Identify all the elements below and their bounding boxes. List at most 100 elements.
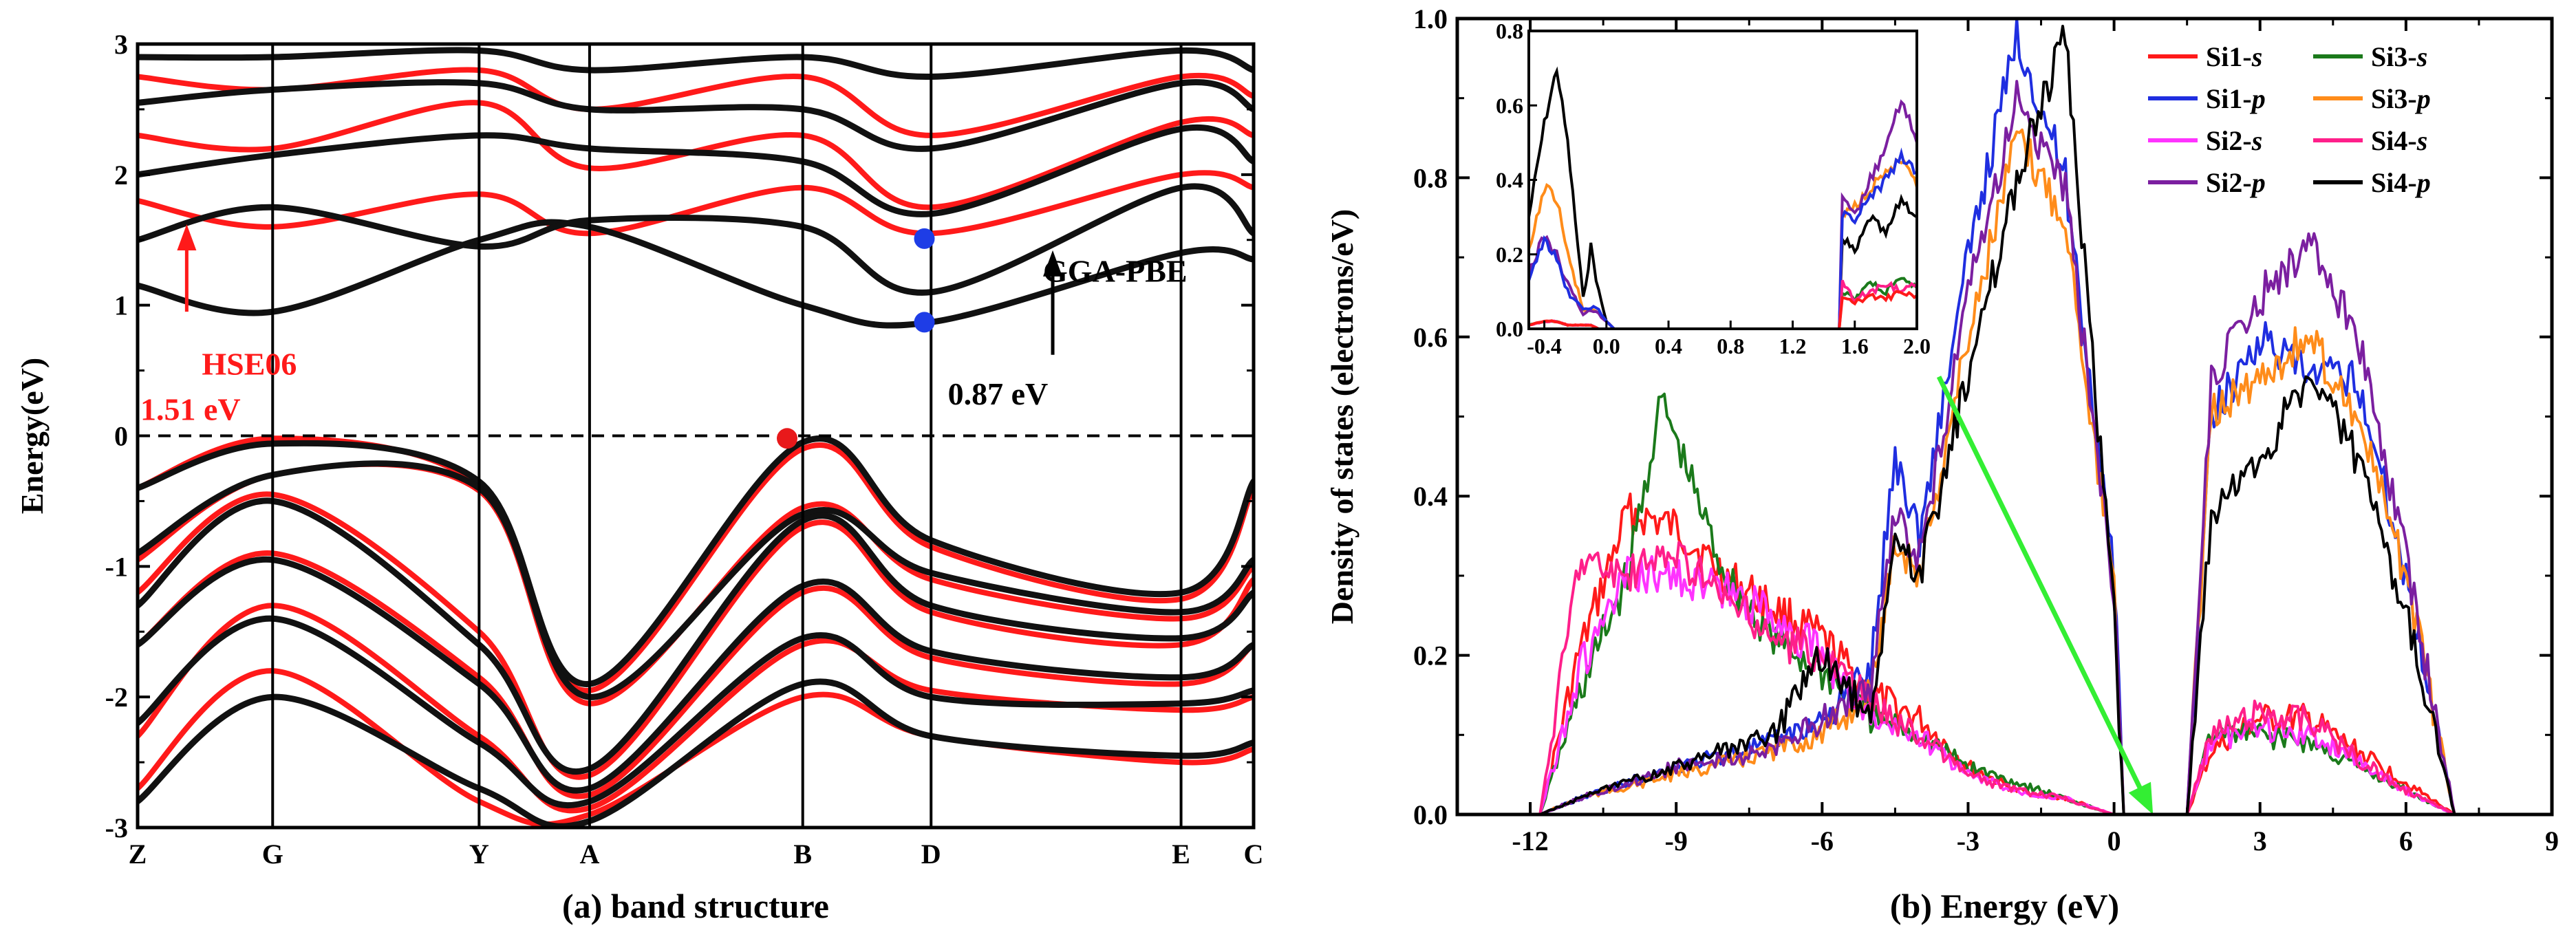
hse06-band-line: [138, 67, 1254, 138]
k-point-label: Z: [129, 839, 147, 870]
legend-label-orbital: s: [2416, 125, 2428, 156]
dos-y-tick-label: 0.8: [1413, 162, 1448, 193]
legend-label: Si2-s: [2206, 125, 2262, 156]
dos-x-tick-label: -3: [1957, 825, 1979, 856]
band-y-ticks: 3 2 1 0 -1 -2 -3: [105, 29, 1254, 843]
legend-label-base: Si4-: [2371, 167, 2417, 198]
si4-p-dos-line: [1539, 25, 2456, 814]
dos-y-tick-label: 0.6: [1413, 322, 1448, 353]
dos-inset: 0.00.20.40.60.8-0.4 0.0 0.4 0.8 1.2 1.6 2.0: [1496, 19, 1931, 358]
k-point-label: B: [793, 839, 812, 870]
legend-label: Si1-s: [2206, 41, 2262, 72]
gga-pbe-band-line: [138, 678, 1254, 828]
legend-label: Si4-s: [2371, 125, 2427, 156]
dos-y-tick-label: 0.0: [1413, 799, 1448, 830]
inset-si1-s-line: [1529, 290, 1917, 329]
inset-x-tick-label: 2.0: [1903, 334, 1931, 358]
dos-x-tick-label: -12: [1512, 825, 1548, 856]
inset-x-tick-label: 0.8: [1717, 334, 1744, 358]
inset-series: [1529, 66, 1917, 329]
dos-panel: 0.00.20.40.60.81.0 -12 -9 -6 -3 0 3 6 9 0.00.20…: [1324, 3, 2559, 925]
hse06-label: HSE06: [202, 346, 297, 381]
k-point-label: A: [579, 839, 599, 870]
inset-y-tick-label: 0.8: [1496, 19, 1523, 43]
band-y-tick-label: 3: [114, 29, 128, 60]
dos-x-tick-label: 6: [2399, 825, 2413, 856]
inset-x-tick-label: -0.4: [1527, 334, 1562, 358]
inset-pointer-arrowhead: [2128, 781, 2154, 814]
dos-y-tick-label: 0.2: [1413, 640, 1448, 671]
dos-series: [1538, 19, 2456, 814]
inset-background: [1529, 31, 1917, 329]
dos-x-tick-label: 0: [2107, 825, 2121, 856]
band-y-tick-label: 2: [114, 160, 128, 191]
legend-label-base: Si4-: [2371, 125, 2417, 156]
k-point-label: Y: [469, 839, 489, 870]
inset-y-tick-label: 0.0: [1496, 316, 1523, 341]
hse06-band-line: [138, 170, 1254, 237]
gga-gap-label: 0.87 eV: [948, 376, 1049, 411]
band-y-tick-label: -3: [105, 812, 128, 843]
legend-label-base: Si2-: [2206, 125, 2252, 156]
gga-label: GGA-PBE: [1043, 253, 1188, 288]
dos-x-ticks: -12 -9 -6 -3 0 3 6 9: [1512, 19, 2559, 856]
k-point-label: D: [921, 839, 941, 870]
legend-label: Si3-p: [2371, 83, 2431, 114]
legend-label-orbital: p: [2250, 167, 2266, 198]
gga-pbe-band-line: [138, 183, 1254, 296]
gga-pbe-band-line: [138, 435, 1254, 687]
legend-label-base: Si2-: [2206, 167, 2252, 198]
band-lines: [138, 47, 1254, 828]
dos-y-tick-label: 0.4: [1413, 481, 1448, 512]
band-edge-marker: [914, 312, 935, 333]
inset-si2-p-line: [1529, 99, 1917, 329]
band-y-tick-label: -2: [105, 682, 128, 713]
inset-x-tick-label: 1.2: [1779, 334, 1807, 358]
band-caption: (a) band structure: [562, 887, 829, 925]
band-y-tick-label: -1: [105, 551, 128, 582]
inset-y-tick-label: 0.6: [1496, 93, 1523, 118]
dos-y-ticks: 0.0 0.2 0.4 0.6 0.8 1.0: [1413, 3, 2552, 830]
legend-label: Si2-p: [2206, 167, 2266, 198]
dos-y-axis-title: Density of states (electrons/eV): [1324, 209, 1360, 624]
gga-pbe-band-line: [138, 556, 1254, 794]
dos-caption: (b) Energy (eV): [1890, 887, 2119, 925]
k-point-label: C: [1244, 839, 1264, 870]
legend-label-orbital: p: [2250, 83, 2266, 114]
band-y-axis-title: Energy(eV): [14, 358, 50, 514]
hse06-band-line: [138, 550, 1254, 799]
dos-x-tick-label: 3: [2253, 825, 2267, 856]
band-edge-marker: [914, 228, 935, 249]
gga-pbe-band-line: [138, 219, 1254, 329]
hse06-gap-label: 1.51 eV: [140, 392, 241, 427]
dos-y-tick-label: 1.0: [1413, 3, 1448, 34]
dos-x-tick-label: -9: [1665, 825, 1688, 856]
inset-y-tick-label: 0.4: [1496, 168, 1523, 193]
band-y-tick-label: 0: [114, 421, 128, 452]
gga-pbe-band-line: [138, 47, 1254, 80]
legend-label-orbital: p: [2415, 167, 2431, 198]
legend-label-base: Si3-: [2371, 83, 2417, 114]
gga-arrow-head: [1043, 250, 1063, 277]
inset-x-tick-label: 0.4: [1655, 334, 1682, 358]
hse06-arrow-head: [177, 224, 197, 250]
inset-y-tick-label: 0.2: [1496, 242, 1523, 267]
inset-x-tick-label: 0.0: [1593, 334, 1620, 358]
legend-label-orbital: s: [2251, 41, 2263, 72]
band-structure-panel: 3 2 1 0 -1 -2 -3 Z G Y A B D E C HSE06 1.51 eV GGA-PBE 0…: [14, 29, 1263, 925]
gga-pbe-band-line: [138, 79, 1254, 152]
band-edge-marker: [777, 428, 798, 449]
band-y-tick-label: 1: [114, 290, 128, 321]
legend-label: Si4-p: [2371, 167, 2431, 198]
hse06-band-line: [138, 603, 1254, 814]
legend-label: Si3-s: [2371, 41, 2427, 72]
hse06-band-line: [138, 491, 1254, 780]
legend-label-base: Si3-: [2371, 41, 2417, 72]
gga-pbe-band-line: [138, 125, 1254, 217]
inset-pointer-arrow: [1936, 376, 2147, 797]
band-annotations: HSE06 1.51 eV GGA-PBE 0.87 eV: [140, 224, 1188, 427]
inset-si1-p-line: [1529, 147, 1917, 329]
